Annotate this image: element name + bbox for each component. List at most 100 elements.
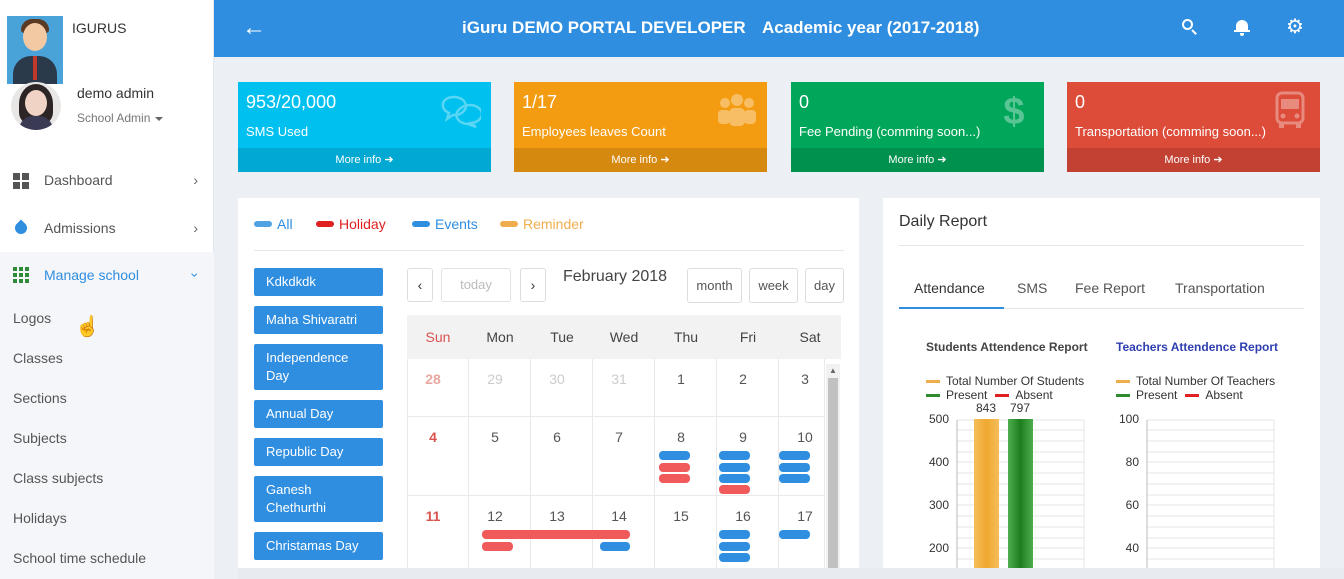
more-info-link[interactable]: More info ➔ bbox=[1067, 148, 1320, 172]
event-bar[interactable] bbox=[779, 530, 810, 539]
day-cell[interactable]: 4 bbox=[407, 417, 469, 496]
view-week-button[interactable]: week bbox=[749, 268, 798, 303]
event-bar[interactable] bbox=[719, 485, 750, 494]
sidebar-item-admissions[interactable]: Admissions › bbox=[0, 205, 214, 251]
event-bar[interactable] bbox=[482, 530, 630, 539]
legend-events[interactable]: Events bbox=[412, 216, 478, 232]
legend-label: All bbox=[277, 216, 293, 232]
event-item[interactable]: Kdkdkdk bbox=[254, 268, 383, 296]
arrow-circle-right-icon: ➔ bbox=[937, 154, 947, 166]
day-cell[interactable]: 1 bbox=[655, 359, 717, 417]
tab-sms[interactable]: SMS bbox=[1017, 280, 1048, 296]
grid-icon bbox=[13, 267, 29, 283]
event-bar[interactable] bbox=[719, 451, 750, 460]
event-bar[interactable] bbox=[659, 451, 690, 460]
next-month-button[interactable]: › bbox=[520, 268, 546, 302]
day-number: 6 bbox=[553, 429, 561, 445]
legend-all[interactable]: All bbox=[254, 216, 293, 232]
event-bar[interactable] bbox=[779, 474, 810, 483]
event-item[interactable]: Christamas Day bbox=[254, 532, 383, 560]
back-arrow-icon[interactable]: ← bbox=[242, 14, 266, 41]
event-bar[interactable] bbox=[719, 474, 750, 483]
legend-total-students: Total Number Of Students bbox=[926, 374, 1084, 388]
event-item[interactable]: Ganesh Chethurthi bbox=[254, 476, 383, 522]
day-cell[interactable]: 28 bbox=[407, 359, 469, 417]
legend-swatch bbox=[926, 379, 940, 383]
day-cell[interactable]: 10 bbox=[779, 417, 825, 496]
more-info-link[interactable]: More info ➔ bbox=[791, 148, 1044, 172]
drop-icon bbox=[12, 219, 30, 237]
more-info-link[interactable]: More info ➔ bbox=[238, 148, 491, 172]
day-cell[interactable]: 6 bbox=[531, 417, 593, 496]
day-cell[interactable]: 31 bbox=[593, 359, 655, 417]
user-role-dropdown[interactable]: School Admin bbox=[77, 111, 164, 125]
event-item[interactable]: Maha Shivaratri bbox=[254, 306, 383, 334]
scroll-up-icon[interactable]: ▲ bbox=[829, 366, 837, 375]
event-bar[interactable] bbox=[600, 542, 630, 551]
legend-label: Holiday bbox=[339, 216, 386, 232]
day-cell[interactable]: 5 bbox=[469, 417, 531, 496]
day-number: 9 bbox=[739, 429, 747, 445]
dow-label: Fri bbox=[739, 329, 757, 345]
calendar-scrollbar[interactable]: ▲ bbox=[826, 364, 840, 579]
day-cell[interactable]: 11 bbox=[407, 496, 469, 579]
event-bar[interactable] bbox=[719, 542, 750, 551]
scroll-thumb[interactable] bbox=[828, 378, 838, 578]
legend-holiday[interactable]: Holiday bbox=[316, 216, 386, 232]
submenu-item-school-time-schedule[interactable]: School time schedule bbox=[13, 550, 147, 566]
prev-month-button[interactable]: ‹ bbox=[407, 268, 433, 302]
user-avatar[interactable] bbox=[11, 82, 61, 130]
day-cell[interactable]: 29 bbox=[469, 359, 531, 417]
bell-icon[interactable] bbox=[1233, 18, 1251, 36]
submenu-item-subjects[interactable]: Subjects bbox=[13, 430, 67, 446]
day-cell[interactable]: 7 bbox=[593, 417, 655, 496]
submenu-item-class-subjects[interactable]: Class subjects bbox=[13, 470, 104, 486]
legend-swatch bbox=[254, 221, 272, 227]
legend-label: Events bbox=[435, 216, 478, 232]
y-tick-label: 400 bbox=[929, 455, 949, 469]
day-cell[interactable]: 9 bbox=[717, 417, 779, 496]
event-bar[interactable] bbox=[719, 553, 750, 562]
tab-attendance[interactable]: Attendance bbox=[914, 280, 985, 296]
submenu-item-sections[interactable]: Sections bbox=[13, 390, 67, 406]
event-bar[interactable] bbox=[482, 542, 513, 551]
info-box-value: 1/17 bbox=[522, 92, 558, 112]
active-tab-indicator bbox=[899, 307, 1004, 309]
event-bar[interactable] bbox=[659, 463, 690, 472]
event-bar[interactable] bbox=[719, 463, 750, 472]
submenu-item-logos[interactable]: Logos bbox=[13, 310, 52, 326]
sidebar-item-manage-school[interactable]: Manage school › bbox=[0, 252, 214, 298]
legend-present-absent: Present Absent bbox=[1116, 388, 1243, 402]
gear-icon[interactable]: ⚙ bbox=[1286, 16, 1304, 38]
tab-fee-report[interactable]: Fee Report bbox=[1075, 280, 1146, 296]
sidebar-item-dashboard[interactable]: Dashboard › bbox=[0, 157, 214, 203]
day-cell[interactable]: 15 bbox=[655, 496, 717, 579]
more-info-link[interactable]: More info ➔ bbox=[514, 148, 767, 172]
bar-value-label: 843 bbox=[976, 401, 996, 415]
today-button[interactable]: today bbox=[441, 268, 511, 302]
day-cell[interactable]: 2 bbox=[717, 359, 779, 417]
day-number: 4 bbox=[429, 429, 437, 445]
view-day-button[interactable]: day bbox=[805, 268, 844, 303]
event-item[interactable]: Republic Day bbox=[254, 438, 383, 466]
legend-reminder[interactable]: Reminder bbox=[500, 216, 584, 232]
y-tick-label: 80 bbox=[1126, 455, 1140, 469]
bar-present-students bbox=[1008, 419, 1033, 570]
view-month-button[interactable]: month bbox=[687, 268, 742, 303]
submenu-item-classes[interactable]: Classes bbox=[13, 350, 63, 366]
event-bar[interactable] bbox=[719, 530, 750, 539]
day-cell[interactable]: 8 bbox=[655, 417, 717, 496]
more-info-label: More info bbox=[1164, 154, 1211, 166]
event-item[interactable]: Independence Day bbox=[254, 344, 383, 390]
search-icon[interactable] bbox=[1181, 18, 1199, 36]
sidebar-item-label: Manage school bbox=[44, 267, 139, 283]
day-cell[interactable]: 3 bbox=[779, 359, 825, 417]
day-cell[interactable]: 30 bbox=[531, 359, 593, 417]
tab-transportation[interactable]: Transportation bbox=[1175, 280, 1265, 296]
event-bar[interactable] bbox=[779, 463, 810, 472]
day-number: 12 bbox=[487, 508, 503, 524]
event-bar[interactable] bbox=[779, 451, 810, 460]
submenu-item-holidays[interactable]: Holidays bbox=[13, 510, 67, 526]
event-bar[interactable] bbox=[659, 474, 690, 483]
event-item[interactable]: Annual Day bbox=[254, 400, 383, 428]
